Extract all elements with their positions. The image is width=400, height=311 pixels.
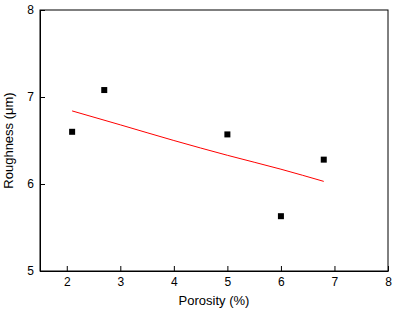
tick-label: 7 bbox=[332, 275, 339, 289]
tick: 8 bbox=[385, 266, 392, 289]
axis-line bbox=[41, 271, 389, 272]
tick-label: 6 bbox=[27, 177, 34, 191]
tick: 3 bbox=[117, 266, 124, 289]
tick: 4 bbox=[171, 266, 178, 289]
x-axis: 2 3 4 5 6 7 8 bbox=[41, 266, 393, 289]
tick-mark bbox=[388, 266, 389, 271]
y-axis-title: Roughness (μm) bbox=[1, 92, 16, 188]
tick: 2 bbox=[64, 266, 71, 289]
data-point bbox=[224, 131, 230, 137]
tick-label: 2 bbox=[64, 275, 71, 289]
fit-line bbox=[72, 111, 324, 181]
tick-mark bbox=[227, 266, 228, 271]
tick: 8 bbox=[27, 3, 45, 17]
tick-mark bbox=[40, 271, 45, 272]
tick: 5 bbox=[225, 266, 232, 289]
tick-mark bbox=[281, 266, 282, 271]
tick-label: 5 bbox=[27, 264, 34, 278]
tick: 6 bbox=[278, 266, 285, 289]
data-point bbox=[69, 129, 75, 135]
tick-label: 7 bbox=[27, 90, 34, 104]
axis-line bbox=[40, 11, 41, 272]
tick-label: 6 bbox=[278, 275, 285, 289]
tick: 5 bbox=[27, 264, 45, 278]
plot-frame bbox=[40, 10, 388, 271]
tick-label: 3 bbox=[117, 275, 124, 289]
tick-label: 8 bbox=[385, 275, 392, 289]
tick-mark bbox=[334, 266, 335, 271]
data-point bbox=[101, 87, 107, 93]
tick: 6 bbox=[27, 177, 45, 191]
x-axis-title: Porosity (%) bbox=[179, 293, 250, 308]
tick: 7 bbox=[332, 266, 339, 289]
tick-label: 5 bbox=[225, 275, 232, 289]
tick-label: 8 bbox=[27, 3, 34, 17]
tick-label: 4 bbox=[171, 275, 178, 289]
tick: 7 bbox=[27, 90, 45, 104]
data-point bbox=[321, 157, 327, 163]
tick-mark bbox=[40, 97, 45, 98]
marks bbox=[69, 87, 327, 219]
tick-mark bbox=[120, 266, 121, 271]
tick-mark bbox=[40, 10, 45, 11]
tick-mark bbox=[40, 184, 45, 185]
plot: 2 3 4 5 6 7 8 5 6 7 8 bbox=[27, 3, 392, 288]
y-axis: 5 6 7 8 bbox=[27, 3, 45, 278]
tick-mark bbox=[174, 266, 175, 271]
chart: 2 3 4 5 6 7 8 5 6 7 8 Porosity (%) Roughness (μm) bbox=[0, 0, 400, 311]
data-point bbox=[278, 213, 284, 219]
tick-mark bbox=[67, 266, 68, 271]
